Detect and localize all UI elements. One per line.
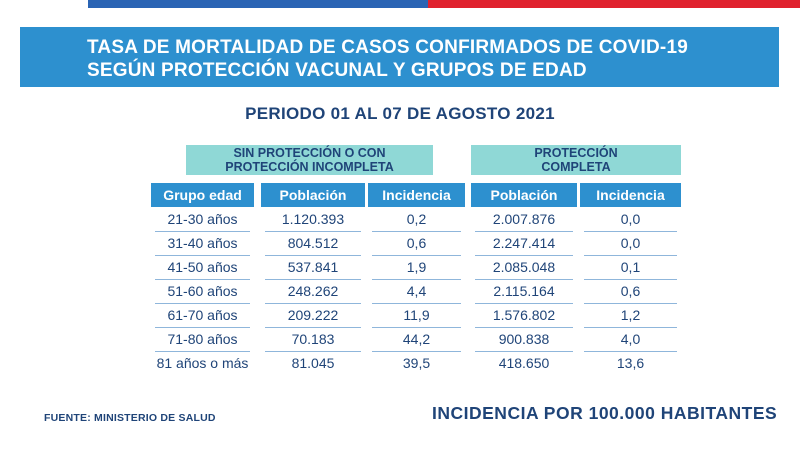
row-separator: [584, 327, 677, 328]
table-cell: 1.576.802: [492, 307, 556, 323]
table-cell: 804.512: [287, 235, 339, 251]
table-cell: 0,6: [620, 283, 641, 299]
top-color-bar: [88, 0, 800, 8]
row-separator: [584, 303, 677, 304]
table-cell: 1.120.393: [281, 211, 345, 227]
row-separator: [372, 303, 461, 304]
group-header-line: PROTECCIÓN: [534, 146, 618, 160]
row-separator: [475, 303, 573, 304]
table-cell: 418.650: [498, 355, 550, 371]
incidence-note: INCIDENCIA POR 100.000 HABITANTES: [432, 403, 778, 423]
title-banner: TASA DE MORTALIDAD DE CASOS CONFIRMADOS …: [20, 27, 779, 87]
row-separator: [155, 303, 250, 304]
row-separator: [265, 327, 361, 328]
group-header-proteccion-completa: PROTECCIÓN COMPLETA: [471, 145, 681, 175]
row-separator: [155, 327, 250, 328]
table-cell: 51-60 años: [167, 283, 238, 299]
table-cell: 39,5: [402, 355, 431, 371]
row-separator: [475, 351, 573, 352]
table-cell: 0,6: [406, 235, 427, 251]
row-separator: [155, 231, 250, 232]
table-cell: 2.247.414: [492, 235, 556, 251]
row-separator: [475, 327, 573, 328]
row-separator: [265, 279, 361, 280]
title-line-1: TASA DE MORTALIDAD DE CASOS CONFIRMADOS …: [87, 37, 688, 58]
title-line-2: SEGÚN PROTECCIÓN VACUNAL Y GRUPOS DE EDA…: [87, 60, 587, 81]
column-header-incidencia-sin: Incidencia: [368, 183, 465, 207]
table-cell: 4,4: [406, 283, 427, 299]
row-separator: [265, 351, 361, 352]
row-separator: [372, 351, 461, 352]
group-header-line: SIN PROTECCIÓN O CON: [233, 146, 386, 160]
table-cell: 31-40 años: [167, 235, 238, 251]
group-header-line: PROTECCIÓN INCOMPLETA: [225, 160, 394, 174]
row-separator: [265, 231, 361, 232]
row-separator: [584, 231, 677, 232]
top-bar-red: [428, 0, 800, 8]
group-header-sin-proteccion: SIN PROTECCIÓN O CON PROTECCIÓN INCOMPLE…: [186, 145, 433, 175]
row-separator: [265, 303, 361, 304]
table-cell: 1,2: [620, 307, 641, 323]
table-cell: 2.007.876: [492, 211, 556, 227]
table-cell: 81 años o más: [156, 355, 249, 371]
row-separator: [155, 279, 250, 280]
row-separator: [372, 255, 461, 256]
table-cell: 900.838: [498, 331, 550, 347]
table-cell: 71-80 años: [167, 331, 238, 347]
table-cell: 0,0: [620, 235, 641, 251]
row-separator: [372, 231, 461, 232]
top-bar-blue: [88, 0, 428, 8]
table-cell: 209.222: [287, 307, 339, 323]
table-cell: 81.045: [291, 355, 335, 371]
group-header-line: COMPLETA: [541, 160, 611, 174]
row-separator: [155, 351, 250, 352]
period-heading: PERIODO 01 AL 07 DE AGOSTO 2021: [245, 104, 555, 123]
row-separator: [372, 279, 461, 280]
table-cell: 41-50 años: [167, 259, 238, 275]
table-cell: 11,9: [403, 307, 430, 323]
row-separator: [584, 279, 677, 280]
table-cell: 1,9: [406, 259, 427, 275]
column-header-incidencia-completa: Incidencia: [580, 183, 681, 207]
source-note: FUENTE: MINISTERIO DE SALUD: [44, 412, 216, 424]
row-separator: [584, 255, 677, 256]
column-header-poblacion-completa: Población: [471, 183, 577, 207]
table-cell: 537.841: [287, 259, 339, 275]
table-cell: 70.183: [291, 331, 335, 347]
table-cell: 2.085.048: [492, 259, 556, 275]
table-cell: 13,6: [616, 355, 645, 371]
row-separator: [475, 231, 573, 232]
table-cell: 0,1: [620, 259, 641, 275]
table-cell: 4,0: [620, 331, 641, 347]
column-header-grupo-edad: Grupo edad: [151, 183, 254, 207]
table-cell: 44,2: [402, 331, 431, 347]
table-cell: 21-30 años: [167, 211, 238, 227]
row-separator: [584, 351, 677, 352]
table-cell: 248.262: [287, 283, 339, 299]
table-cell: 0,0: [620, 211, 641, 227]
column-header-poblacion-sin: Población: [261, 183, 365, 207]
table-cell: 0,2: [406, 211, 427, 227]
table-cell: 2.115.164: [493, 283, 555, 299]
row-separator: [475, 279, 573, 280]
row-separator: [475, 255, 573, 256]
table-cell: 61-70 años: [167, 307, 238, 323]
row-separator: [265, 255, 361, 256]
row-separator: [372, 327, 461, 328]
row-separator: [155, 255, 250, 256]
